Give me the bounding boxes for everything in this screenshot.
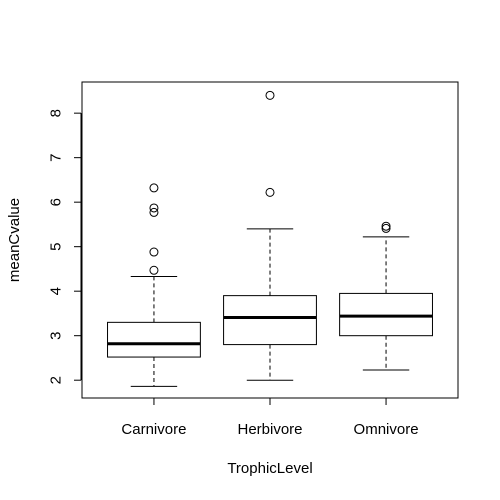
box-iqr <box>339 292 433 337</box>
box-series <box>107 90 433 387</box>
x-axis-label: TrophicLevel <box>227 460 312 477</box>
y-axis: 2 3 4 5 6 7 8 <box>47 109 82 384</box>
y-tick-label: 7 <box>47 153 64 161</box>
box-herbivore <box>223 90 317 381</box>
y-tick-label: 8 <box>47 109 64 117</box>
outlier-point <box>381 223 391 233</box>
y-tick-label: 6 <box>47 198 64 206</box>
x-axis: Carnivore Herbivore Omnivore <box>121 398 419 438</box>
y-tick-label: 2 <box>47 376 64 384</box>
outlier-point <box>265 90 275 100</box>
outlier-point <box>265 187 275 197</box>
outlier-point <box>149 265 159 275</box>
x-tick-label: Carnivore <box>121 421 186 438</box>
y-tick-label: 5 <box>47 243 64 251</box>
box-iqr <box>223 295 317 346</box>
outlier-point <box>381 221 391 231</box>
outlier-point <box>149 183 159 193</box>
x-tick-label: Herbivore <box>237 421 302 438</box>
y-tick-label: 4 <box>47 287 64 295</box>
x-tick-label: Omnivore <box>354 421 419 438</box>
y-tick-label: 3 <box>47 332 64 340</box>
box-iqr <box>107 321 201 358</box>
box-carnivore <box>107 183 201 387</box>
box-omnivore <box>339 221 433 371</box>
outlier-point <box>149 203 159 213</box>
outlier-point <box>149 207 159 217</box>
outlier-point <box>149 247 159 257</box>
y-axis-label: meanCvalue <box>6 198 23 282</box>
